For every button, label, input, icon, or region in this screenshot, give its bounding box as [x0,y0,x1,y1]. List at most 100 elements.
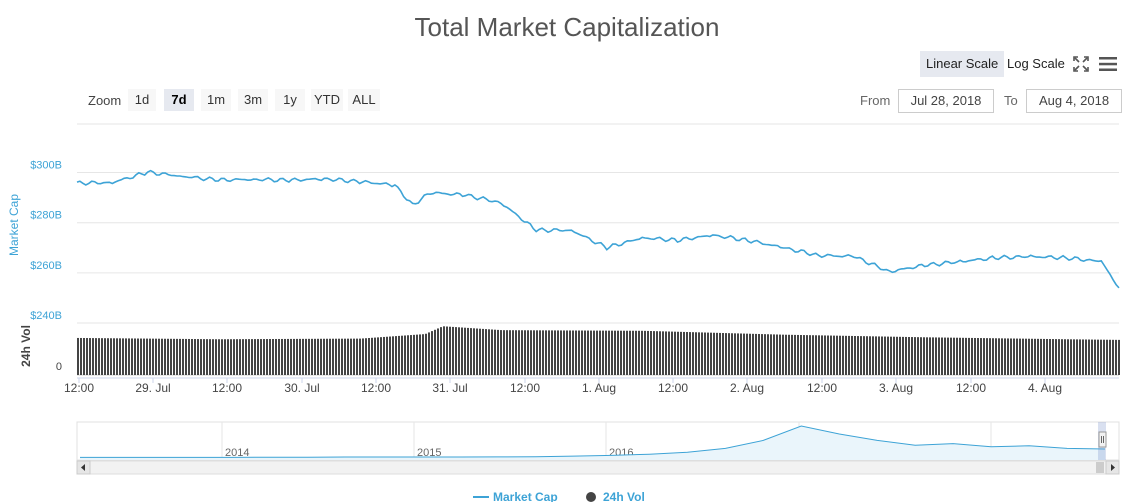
from-date-input[interactable]: Jul 28, 2018 [898,89,994,113]
market-cap-series-line [76,169,1120,289]
volume-bar [815,335,817,375]
volume-bar [317,338,319,375]
fullscreen-icon[interactable] [1072,55,1090,73]
volume-bar [710,332,712,375]
volume-bar [251,339,253,375]
volume-bar [368,338,370,375]
zoom-button-all[interactable]: ALL [348,89,380,111]
x-tick-label: 12:00 [658,381,688,395]
volume-bar [206,339,208,375]
navigator-frame [76,421,1120,461]
volume-bar [878,336,880,375]
volume-bar [245,339,247,375]
volume-bar [533,330,535,375]
volume-bar [95,338,97,375]
volume-bar [482,328,484,375]
volume-bar [356,338,358,375]
volume-bar [290,338,292,375]
volume-bar [890,336,892,375]
volume-bar [530,330,532,375]
volume-bar [224,339,226,375]
volume-bar [566,330,568,375]
volume-bar [347,338,349,375]
volume-bar [233,339,235,375]
from-label: From [860,93,891,108]
zoom-button-3m[interactable]: 3m [238,89,268,111]
volume-bar [1016,338,1018,375]
volume-bar [647,330,649,375]
volume-bar [1082,339,1084,375]
volume-bar [701,332,703,375]
x-tick-label: 29. Jul [135,381,170,395]
volume-bar [596,330,598,375]
volume-bar [161,338,163,375]
volume-bar [857,336,859,375]
volume-bar [800,335,802,375]
log-scale-button[interactable]: Log Scale [1007,56,1065,71]
volume-bar [302,338,304,375]
volume-bar [425,333,427,375]
volume-bar [986,338,988,375]
volume-bar [611,330,613,375]
volume-bar [896,336,898,375]
volume-bar [623,330,625,375]
volume-bar [236,339,238,375]
x-tick-label: 4. Aug [1028,381,1062,395]
volume-bar [134,338,136,375]
volume-bar [953,337,955,375]
volume-bar [77,337,79,375]
volume-bar [488,329,490,375]
volume-bar [731,333,733,375]
volume-bar [104,338,106,375]
volume-bar [776,334,778,375]
y-tick-label: $260B [30,260,62,272]
volume-bar [752,333,754,375]
volume-bar [809,335,811,375]
volume-bar [1118,339,1120,375]
volume-bar [446,326,448,375]
zoom-button-1y[interactable]: 1y [275,89,305,111]
navigator-year-label: 2017 [802,447,826,459]
navigator-year-label: 2014 [225,447,249,459]
volume-bar [194,339,196,375]
zoom-button-1d[interactable]: 1d [128,89,156,111]
volume-bar [98,338,100,375]
volume-bar [191,338,193,375]
volume-bar [1088,339,1090,375]
volume-bar [992,338,994,375]
volume-bar [143,338,145,375]
volume-bar [635,330,637,375]
volume-bar [668,331,670,375]
linear-scale-button[interactable]: Linear Scale [920,51,1005,77]
volume-bar [512,330,514,375]
volume-bar [839,335,841,375]
zoom-button-7d[interactable]: 7d [164,89,194,111]
volume-bar [887,336,889,375]
volume-bar [242,339,244,375]
volume-bar [590,330,592,375]
volume-bar [806,335,808,375]
volume-bar [560,330,562,375]
volume-bar [1091,339,1093,375]
menu-icon[interactable] [1098,56,1118,72]
volume-bar [974,337,976,375]
volume-bar [977,338,979,375]
to-date-input[interactable]: Aug 4, 2018 [1026,89,1122,113]
zoom-button-ytd[interactable]: YTD [311,89,343,111]
volume-bar [467,327,469,375]
x-tick-label: 12:00 [510,381,540,395]
volume-bar [833,335,835,375]
volume-bar [323,338,325,375]
zoom-button-1m[interactable]: 1m [201,89,231,111]
volume-bar [416,334,418,375]
volume-bar [608,330,610,375]
volume-bar [458,327,460,375]
volume-bar [503,330,505,375]
navigator-year-label: 2018 [994,447,1018,459]
volume-bar [749,333,751,375]
y-tick-label: $300B [30,160,62,172]
volume-bar [665,331,667,375]
y-tick-label: $240B [30,310,62,322]
volume-bar [203,339,205,375]
volume-bar [629,330,631,375]
